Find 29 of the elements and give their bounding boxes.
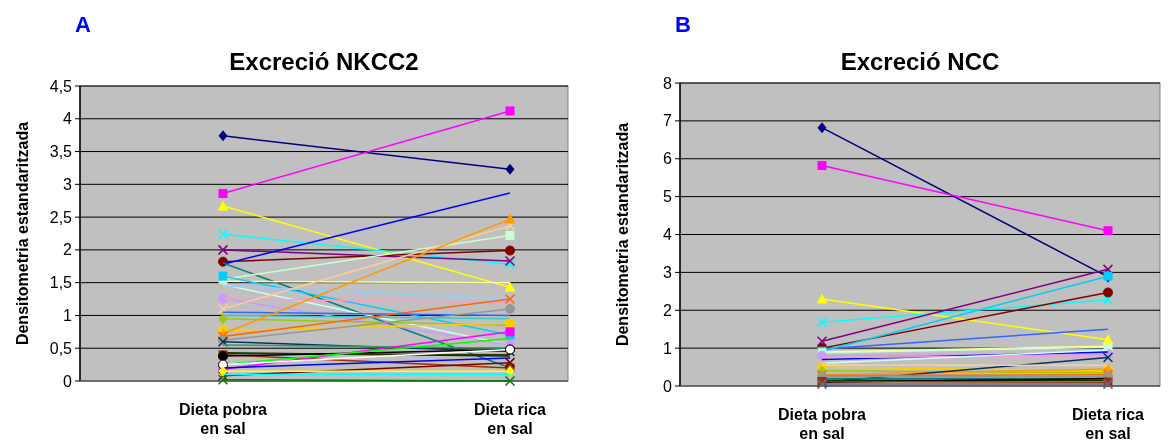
y-tick-label: 3 [63, 175, 73, 193]
y-tick-label: 2,5 [49, 208, 73, 226]
y-tick-label: 5 [663, 188, 673, 206]
y-tick-label: 0 [663, 377, 673, 395]
y-tick-label: 4 [663, 226, 673, 244]
y-tick-label: 4,5 [49, 77, 73, 95]
y-tick-label: 0 [63, 372, 73, 390]
y-tick-label: 8 [663, 74, 673, 92]
y-tick-label: 6 [663, 150, 673, 168]
y-tick-label: 3,5 [49, 143, 73, 161]
y-tick-label: 1 [663, 339, 673, 357]
text: B [675, 12, 691, 37]
text: A [75, 12, 91, 37]
y-tick-label: 1 [63, 307, 73, 325]
y-tick-label: 2 [663, 301, 673, 319]
y-tick-label: 7 [663, 112, 673, 130]
x-tick-label: Dieta rica en sal [473, 401, 547, 438]
chart-title: Excreció NKCC2 [229, 48, 419, 75]
chart-title: Excreció NCC [840, 48, 1000, 75]
x-tick-label: Dieta pobra en sal [777, 406, 867, 443]
y-axis-title: Densitometria estandaritzada [614, 122, 631, 347]
y-tick-label: 2 [63, 241, 73, 259]
y-tick-label: 3 [663, 263, 673, 281]
y-axis-title: Densitometria estandaritzada [14, 121, 31, 346]
x-tick-label: Dieta rica en sal [1071, 406, 1145, 443]
y-tick-label: 1,5 [49, 274, 73, 292]
y-tick-label: 4 [63, 110, 73, 128]
y-tick-label: 0,5 [49, 339, 73, 357]
x-tick-label: Dieta pobra en sal [178, 401, 268, 438]
